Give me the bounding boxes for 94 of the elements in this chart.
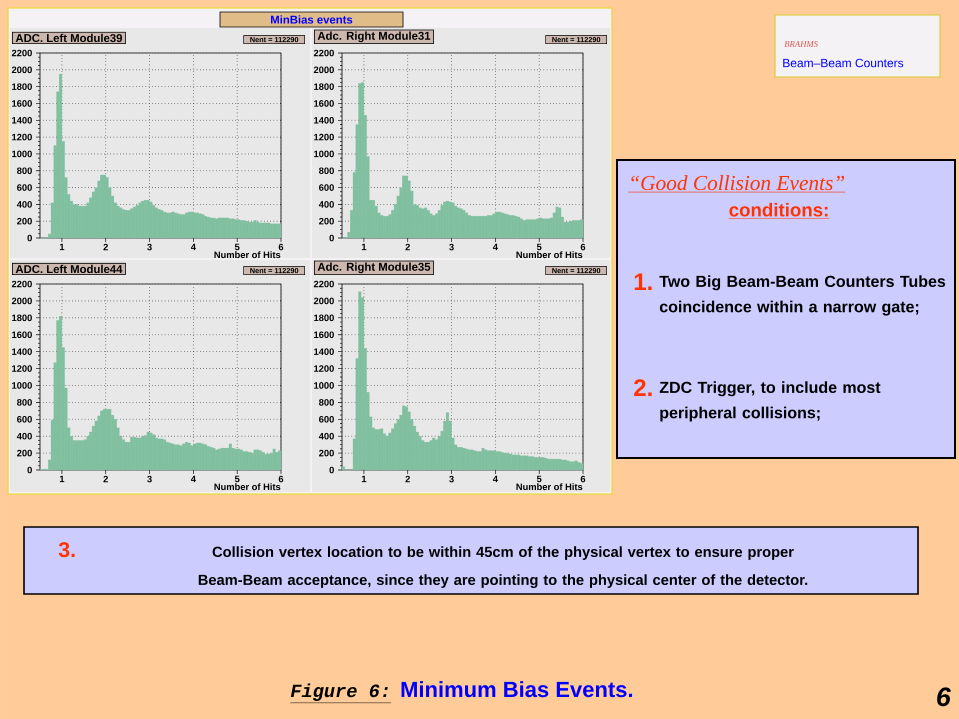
chart-title: Adc. Right Module31 [318, 31, 430, 42]
y-tick-label: 1400 [314, 348, 334, 355]
caption: Figure 6: [290, 683, 388, 701]
y-tick-label: 0 [27, 234, 32, 242]
x-tick-label: 2 [103, 476, 108, 482]
y-tick-label: 1200 [12, 365, 32, 372]
x-tick-label: 4 [190, 476, 196, 482]
x-tick-label: 4 [492, 476, 498, 482]
y-tick-label: 800 [319, 167, 334, 174]
x-tick-label: 5 [536, 476, 542, 482]
text: Two Big Beam-Beam Counters Tubes coincidence within a narrow gate; [659, 275, 946, 316]
y-tick-label: 1400 [314, 116, 334, 124]
y-tick-label: 1600 [314, 100, 334, 107]
x-tick-label: 2 [405, 476, 410, 482]
y-tick-label: 2200 [12, 280, 32, 288]
y-tick-label: 1800 [12, 83, 32, 90]
x-tick-label: 3 [449, 244, 454, 250]
y-tick-label: 2200 [12, 50, 32, 56]
y-tick-label: 1600 [12, 100, 32, 107]
x-tick-label: 5 [234, 244, 240, 250]
text: Minimum Bias Events. [402, 681, 632, 698]
text: BRAHMS [784, 41, 818, 47]
text: Beam–Beam Counters [783, 58, 904, 68]
x-tick-label: 4 [190, 244, 196, 250]
x-tick-label: 6 [580, 476, 586, 482]
text: “Good Collision Events” [631, 175, 844, 190]
y-tick-label: 2200 [314, 280, 334, 288]
chart-title: ADC. Left Module39 [16, 34, 122, 42]
y-tick-label: 600 [319, 416, 334, 423]
y-tick-label: 200 [17, 218, 32, 224]
y-tick-label: 0 [329, 466, 334, 474]
x-tick-label: 2 [103, 244, 108, 250]
x-tick-label: 1 [362, 244, 366, 250]
y-tick-label: 1800 [12, 314, 32, 322]
y-tick-label: 0 [27, 466, 32, 474]
x-tick-label: 5 [536, 244, 542, 250]
x-tick-label: 1 [60, 476, 64, 482]
text: MinBias events [271, 15, 352, 24]
y-tick-label: 2000 [12, 66, 32, 74]
x-axis-title: Number of Hits [214, 251, 280, 258]
y-tick-label: 200 [319, 218, 334, 224]
y-tick-label: 1000 [12, 150, 32, 158]
y-tick-label: 400 [318, 432, 334, 440]
y-tick-label: 400 [318, 201, 334, 208]
chart-title: Adc. Right Module35 [318, 262, 430, 274]
y-tick-label: 2000 [12, 298, 32, 304]
y-tick-label: 1600 [12, 331, 32, 338]
y-tick-label: 1800 [314, 83, 334, 90]
x-tick-label: 2 [405, 244, 410, 250]
text: 2. [634, 379, 652, 396]
y-tick-label: 1800 [314, 314, 334, 322]
y-tick-label: 1600 [314, 331, 334, 338]
y-tick-label: 400 [16, 432, 32, 440]
y-tick-label: 1000 [314, 382, 334, 389]
y-tick-label: 1000 [314, 150, 334, 158]
x-axis-title: Number of Hits [214, 483, 280, 490]
y-tick-label: 600 [319, 184, 334, 191]
x-tick-label: 4 [492, 244, 498, 250]
x-tick-label: 5 [234, 476, 240, 482]
y-tick-label: 2000 [314, 298, 334, 304]
y-tick-label: 2200 [314, 50, 334, 56]
x-axis-title: Number of Hits [516, 483, 582, 490]
x-tick-label: 6 [278, 476, 284, 482]
x-tick-label: 3 [147, 476, 152, 482]
x-tick-label: 6 [580, 244, 586, 250]
x-tick-label: 3 [147, 244, 152, 250]
y-tick-label: 600 [17, 416, 32, 423]
y-tick-label: 1400 [12, 116, 32, 124]
x-tick-label: 1 [60, 244, 64, 250]
y-tick-label: 1200 [314, 365, 334, 372]
y-tick-label: 800 [17, 399, 32, 406]
text: 3. [58, 542, 75, 558]
y-tick-label: 200 [17, 450, 32, 456]
x-tick-label: 1 [362, 476, 366, 482]
y-tick-label: 0 [329, 234, 334, 242]
text: conditions: [729, 202, 828, 217]
y-tick-label: 800 [17, 167, 32, 174]
x-tick-label: 3 [449, 476, 454, 482]
y-tick-label: 200 [319, 450, 334, 456]
text: Collision vertex location to be within 45cm of the physical vertex to ensure proper Beam-Beam acceptance, since they are pointing to the physical center of the detector. [198, 546, 808, 588]
y-tick-label: 1400 [12, 348, 32, 355]
y-tick-label: 1000 [12, 382, 32, 389]
y-tick-label: 1200 [314, 134, 334, 140]
text: 6 [937, 687, 951, 706]
chart-title: ADC. Left Module44 [16, 264, 122, 274]
y-tick-label: 2000 [314, 66, 334, 74]
text: ZDC Trigger, to include most peripheral collisions; [660, 381, 880, 422]
y-tick-label: 1200 [12, 134, 32, 140]
text: 1. [634, 273, 652, 290]
x-axis-title: Number of Hits [516, 251, 582, 258]
y-tick-label: 800 [319, 399, 334, 406]
x-tick-label: 6 [278, 244, 284, 250]
y-tick-label: 600 [17, 184, 32, 191]
y-tick-label: 400 [16, 201, 32, 208]
